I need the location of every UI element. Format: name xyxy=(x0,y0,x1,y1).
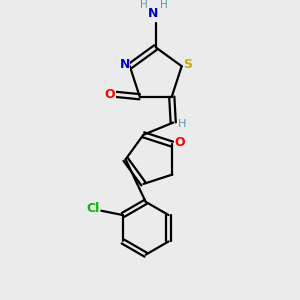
Text: S: S xyxy=(184,58,193,71)
Text: H: H xyxy=(140,0,148,10)
Text: O: O xyxy=(174,136,185,149)
Text: N: N xyxy=(119,58,130,71)
Text: H: H xyxy=(160,0,168,10)
Text: O: O xyxy=(104,88,115,101)
Text: N: N xyxy=(148,7,159,20)
Text: Cl: Cl xyxy=(87,202,100,215)
Text: H: H xyxy=(178,119,187,129)
